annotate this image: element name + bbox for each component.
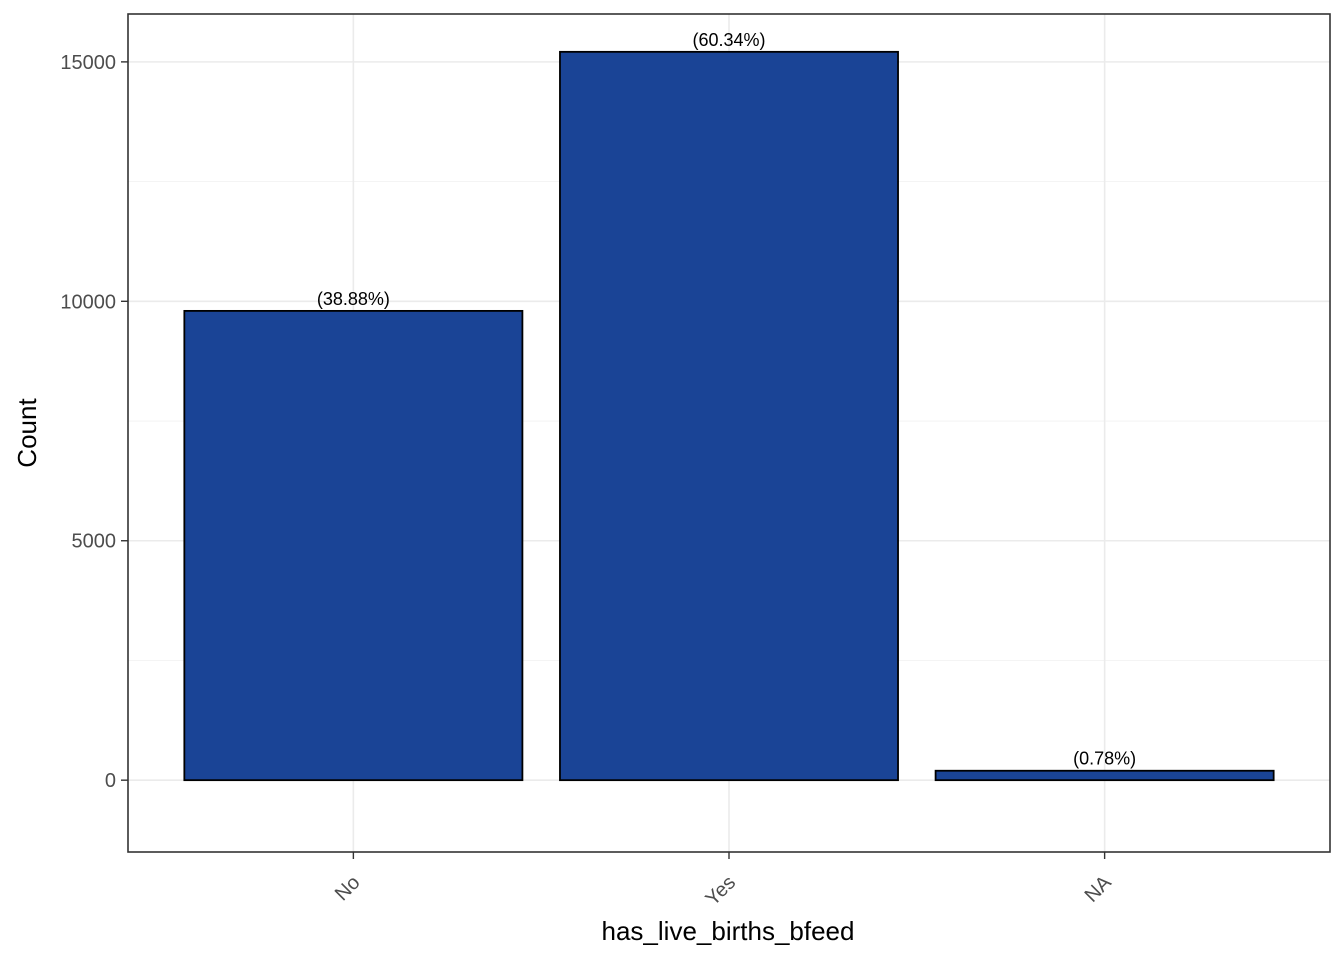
y-tick-label: 10000 xyxy=(60,291,116,313)
x-axis: No Yes NA xyxy=(331,852,1116,910)
bar-yes xyxy=(559,50,899,782)
x-tick-label-na: NA xyxy=(1081,871,1117,907)
y-axis-title: Count xyxy=(12,398,42,468)
data-labels: (38.88%) (60.34%) (0.78%) xyxy=(317,30,1136,769)
bars xyxy=(183,50,1275,782)
y-tick-label: 5000 xyxy=(72,531,117,553)
x-tick-label-yes: Yes xyxy=(702,872,741,911)
y-tick-label: 15000 xyxy=(60,52,116,74)
y-axis: 0 5000 10000 15000 xyxy=(60,52,128,792)
bar-no xyxy=(183,309,524,782)
data-label-yes: (60.34%) xyxy=(692,30,765,50)
y-tick-label: 0 xyxy=(105,770,116,792)
data-label-no: (38.88%) xyxy=(317,289,390,309)
x-axis-title: has_live_births_bfeed xyxy=(602,916,855,946)
data-label-na: (0.78%) xyxy=(1073,749,1136,769)
bar-na xyxy=(934,769,1275,782)
x-tick-label-no: No xyxy=(331,872,365,906)
